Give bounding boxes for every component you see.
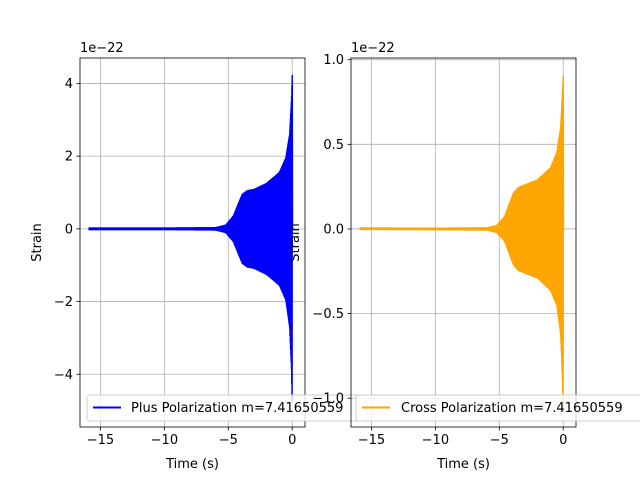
plus-y-tick-label: 0	[65, 222, 73, 237]
plus-legend-label: Plus Polarization m=7.41650559	[131, 401, 343, 416]
plus-x-tick-label: −10	[151, 433, 178, 448]
plus-strain-line	[88, 74, 294, 403]
plus-x-ticks: −15 −10 −5 0	[87, 427, 296, 448]
cross-x-axis-label: Time (s)	[436, 457, 490, 472]
cross-y-tick-label: 1.0	[323, 53, 344, 68]
cross-axes-frame	[350, 57, 577, 428]
cross-plot-area	[359, 75, 565, 406]
plus-axes-frame	[79, 57, 306, 428]
plus-x-tick-label: −15	[87, 433, 114, 448]
plus-x-tick-label: 0	[288, 433, 296, 448]
cross-y-ticks: −1.0 −0.5 0.0 0.5 1.0	[312, 53, 351, 407]
cross-legend-box	[355, 394, 640, 422]
plus-y-tick-label: −2	[54, 295, 73, 310]
cross-legend: Cross Polarization m=7.41650559	[355, 394, 640, 422]
cross-y-tick-label: 0.5	[323, 138, 344, 153]
cross-x-tick-label: −15	[358, 433, 385, 448]
cross-legend-label: Cross Polarization m=7.41650559	[401, 401, 623, 416]
cross-x-tick-label: −5	[490, 433, 509, 448]
plus-x-axis-label: Time (s)	[165, 457, 219, 472]
cross-y-axis-label: Strain	[288, 223, 303, 262]
cross-y-tick-label: −0.5	[312, 307, 344, 322]
cross-x-ticks: −15 −10 −5 0	[358, 427, 567, 448]
plus-y-tick-label: 4	[65, 77, 73, 92]
plus-offset-text: 1e−22	[80, 41, 124, 56]
plus-y-tick-label: −4	[54, 368, 73, 383]
cross-y-tick-label: 0.0	[323, 222, 344, 237]
plus-x-tick-label: −5	[219, 433, 238, 448]
cross-x-tick-label: −10	[422, 433, 449, 448]
cross-polarization-chart: −15 −10 −5 0 −1.0 −0.5 0.0 0.5 1.0 1e−22 Time (…	[288, 41, 640, 472]
cross-strain-line	[359, 75, 565, 406]
plus-plot-area	[88, 74, 294, 403]
plus-y-axis-label: Strain	[30, 223, 45, 262]
cross-y-tick-label: −1.0	[312, 392, 344, 407]
cross-offset-text: 1e−22	[351, 41, 395, 56]
cross-x-tick-label: 0	[559, 433, 567, 448]
plus-y-tick-label: 2	[65, 150, 73, 165]
plus-legend: Plus Polarization m=7.41650559	[86, 394, 368, 422]
plus-y-ticks: −4 −2 0 2 4	[54, 77, 80, 383]
